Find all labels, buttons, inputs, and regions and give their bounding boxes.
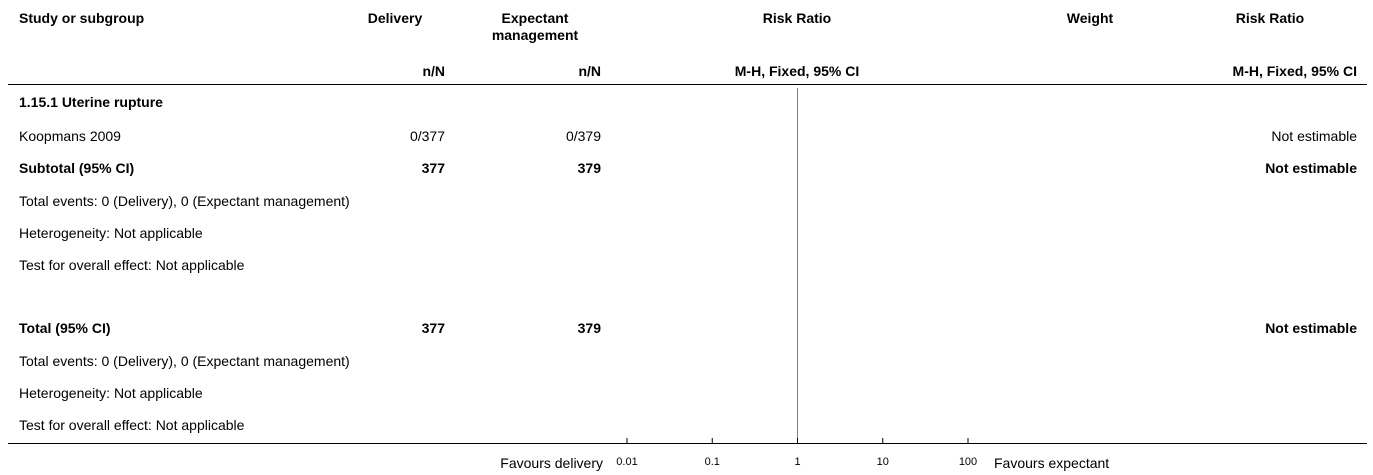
total-events: Total events: 0 (Delivery), 0 (Expectant… <box>19 353 350 369</box>
subgroup-total-events: Total events: 0 (Delivery), 0 (Expectant… <box>19 193 350 209</box>
axis-tick-label: 1 <box>794 456 800 468</box>
total-overall-effect: Test for overall effect: Not applicable <box>19 417 245 433</box>
subtotal-label: Subtotal (95% CI) <box>19 160 135 176</box>
axis-right-label: Favours expectant <box>994 455 1110 471</box>
axis-left-label: Favours delivery <box>500 455 603 471</box>
subtotal-delivery: 377 <box>421 160 445 176</box>
header-risk-ratio-2: Risk Ratio <box>1235 10 1305 26</box>
header-expectant-line2: management <box>491 27 579 43</box>
total-delivery: 377 <box>421 320 445 336</box>
header-expectant-line1: Expectant <box>501 10 569 26</box>
axis-tick-label: 0.1 <box>705 456 720 468</box>
bottom-rule <box>8 443 1367 444</box>
total-label: Total (95% CI) <box>19 320 111 336</box>
subheader-expectant: n/N <box>578 63 601 79</box>
study-expectant: 0/379 <box>565 128 601 144</box>
header-delivery: Delivery <box>367 10 423 26</box>
total-effect: Not estimable <box>1265 320 1357 336</box>
subgroup-title: 1.15.1 Uterine rupture <box>19 94 163 110</box>
total-expectant: 379 <box>577 320 601 336</box>
header-study: Study or subgroup <box>19 10 145 26</box>
header-rule <box>8 84 1367 85</box>
subtotal-expectant: 379 <box>577 160 601 176</box>
axis-tick-label: 0.01 <box>616 456 637 468</box>
subgroup-heterogeneity: Heterogeneity: Not applicable <box>19 225 203 241</box>
study-name: Koopmans 2009 <box>19 128 121 144</box>
axis-tick-label: 100 <box>959 456 977 468</box>
study-effect: Not estimable <box>1271 128 1357 144</box>
subgroup-overall-effect: Test for overall effect: Not applicable <box>19 257 245 273</box>
total-heterogeneity: Heterogeneity: Not applicable <box>19 385 203 401</box>
axis-tick-label: 10 <box>877 456 889 468</box>
subheader-risk-ratio: M-H, Fixed, 95% CI <box>734 63 860 79</box>
header-risk-ratio: Risk Ratio <box>762 10 832 26</box>
header-expectant: Expectant management <box>465 10 605 44</box>
subtotal-effect: Not estimable <box>1265 160 1357 176</box>
subheader-delivery: n/N <box>422 63 445 79</box>
subheader-risk-ratio-2: M-H, Fixed, 95% CI <box>1232 63 1357 79</box>
study-delivery: 0/377 <box>409 128 445 144</box>
header-weight: Weight <box>1066 10 1114 26</box>
